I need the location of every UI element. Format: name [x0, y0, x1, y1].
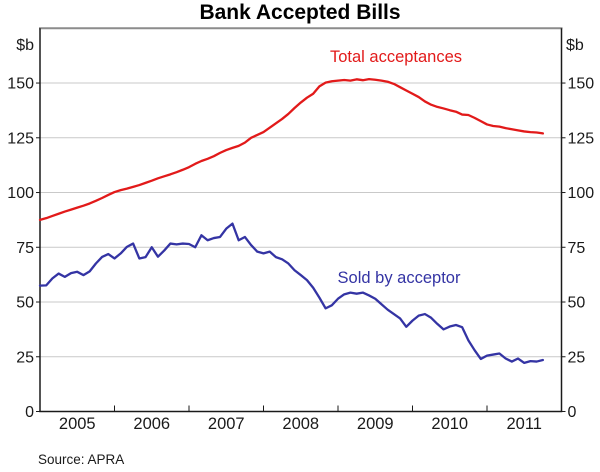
y-tick-label-left: 100 — [7, 185, 34, 202]
y-unit-label-right: $b — [566, 37, 584, 54]
y-unit-label-left: $b — [16, 37, 34, 54]
y-tick-label-left: 75 — [16, 240, 34, 257]
y-tick-label-left: 150 — [7, 76, 34, 93]
y-tick-label-right: 0 — [568, 404, 577, 421]
y-tick-label-right: 150 — [568, 76, 595, 93]
x-year-label: 2008 — [282, 415, 319, 433]
y-tick-label-right: 125 — [568, 130, 595, 147]
x-year-label: 2007 — [208, 415, 245, 433]
y-tick-label-left: 0 — [25, 404, 34, 421]
series-label-total-acceptances: Total acceptances — [330, 48, 462, 66]
y-tick-label-right: 100 — [568, 185, 595, 202]
series-label-sold-by-acceptor: Sold by acceptor — [338, 269, 461, 287]
x-year-label: 2011 — [507, 415, 542, 433]
y-tick-label-left: 125 — [7, 130, 34, 147]
y-tick-label-left: 50 — [16, 295, 34, 312]
series-line-sold-by-acceptor — [38, 222, 545, 365]
y-tick-label-right: 50 — [568, 295, 586, 312]
y-tick-label-right: 75 — [568, 240, 586, 257]
x-year-label: 2010 — [431, 415, 468, 433]
chart-title: Bank Accepted Bills — [199, 1, 401, 24]
x-year-label: 2005 — [59, 415, 96, 433]
source-note: Source: APRA — [38, 452, 125, 467]
series-line-total-acceptances — [38, 77, 545, 222]
x-year-label: 2006 — [133, 415, 170, 433]
y-tick-label-left: 25 — [16, 349, 34, 366]
x-year-label: 2009 — [357, 415, 394, 433]
y-tick-label-right: 25 — [568, 349, 586, 366]
